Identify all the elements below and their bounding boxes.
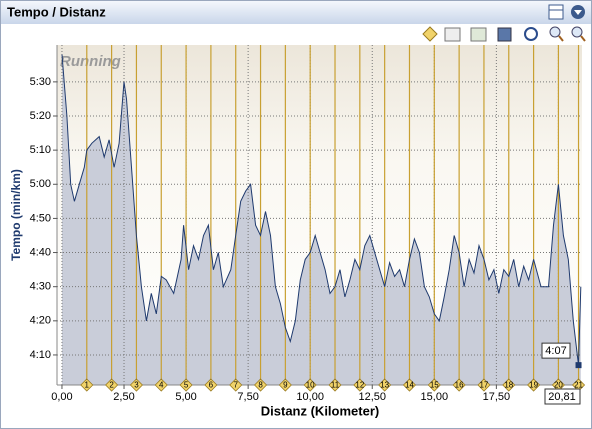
km-marker-label: 11 [331,381,340,390]
km-marker-label: 19 [529,381,538,390]
x-tick-label: 7,50 [237,391,258,403]
x-axis-title: Distanz (Kilometer) [261,403,379,418]
icon-line [558,35,564,42]
pan-button[interactable] [524,27,538,41]
km-marker-label: 21 [574,381,583,390]
zoom-in-button[interactable] [571,26,583,38]
x-tick-label: 17,50 [483,391,511,403]
km-marker [179,378,193,392]
chart-button[interactable] [470,27,487,42]
marker-button[interactable] [422,26,438,42]
cursor-x-box [544,388,581,405]
x-tick-label: 0,00 [51,391,72,403]
x-tick-label: 10,00 [296,391,324,403]
x-tick-label: 12,50 [358,391,386,403]
pace-line [61,54,582,366]
km-marker [105,378,119,392]
x-tick-label: 5,00 [175,391,196,403]
km-marker [402,378,417,392]
km-marker [278,378,292,392]
toolbar [422,26,586,42]
km-marker-label: 6 [209,381,214,390]
title-bar [1,1,591,24]
activity-label: Running [60,53,121,70]
y-axis-title: Tempo (min/km) [9,169,23,261]
km-marker-label: 16 [455,381,464,390]
y-tick-label: 5:20 [30,110,51,122]
km-marker-label: 8 [258,381,263,390]
km-marker-label: 17 [479,381,488,390]
y-tick-label: 5:00 [30,178,51,190]
km-marker-label: 4 [159,381,164,390]
zoom-out-button[interactable] [549,26,561,38]
km-marker-label: 14 [405,381,414,390]
y-tick-label: 4:30 [30,281,51,293]
cursor-y-box [541,342,571,359]
area-fill [61,54,581,385]
km-marker [353,378,367,392]
km-marker-label: 20 [554,381,563,390]
y-tick-label: 4:10 [30,349,51,361]
y-tick-label: 4:40 [30,246,51,258]
km-marker-label: 2 [109,381,114,390]
km-marker-label: 1 [85,381,90,390]
km-marker [303,378,317,392]
layout-button[interactable] [548,4,564,20]
y-tick-label: 4:20 [30,315,51,327]
icon-line [580,35,586,42]
km-marker-label: 13 [380,381,389,390]
y-tick-label: 5:10 [30,144,51,156]
km-marker [80,378,94,392]
km-marker [328,378,342,392]
km-marker [229,378,243,392]
km-marker-label: 15 [430,381,439,390]
save-button[interactable] [497,27,512,42]
km-marker [427,378,441,392]
km-marker-label: 10 [306,381,315,390]
km-marker [378,378,392,392]
grid-button[interactable] [444,27,461,42]
km-marker [154,378,168,392]
km-marker [527,378,541,392]
km-marker [129,378,143,392]
km-marker-label: 18 [504,381,513,390]
y-tick-label: 4:50 [30,212,51,224]
km-marker [253,378,268,392]
km-marker-label: 5 [184,381,189,390]
km-marker-label: 12 [355,381,364,390]
km-marker [502,378,516,392]
cursor-x-label: 20,81 [548,391,576,403]
km-marker [204,378,218,392]
km-marker-label: 7 [233,381,238,390]
cursor-y-label: 4:07 [545,345,566,357]
x-tick-label: 2,50 [113,391,134,403]
cursor-point [575,362,582,369]
km-marker [477,378,491,392]
x-tick-label: 15,00 [421,391,449,403]
panel-title: Tempo / Distanz [7,4,106,19]
y-tick-label: 5:30 [30,76,51,88]
icon-arrow [574,10,582,15]
km-marker-label: 3 [134,381,139,390]
km-marker-label: 9 [283,381,288,390]
km-marker [452,378,466,392]
